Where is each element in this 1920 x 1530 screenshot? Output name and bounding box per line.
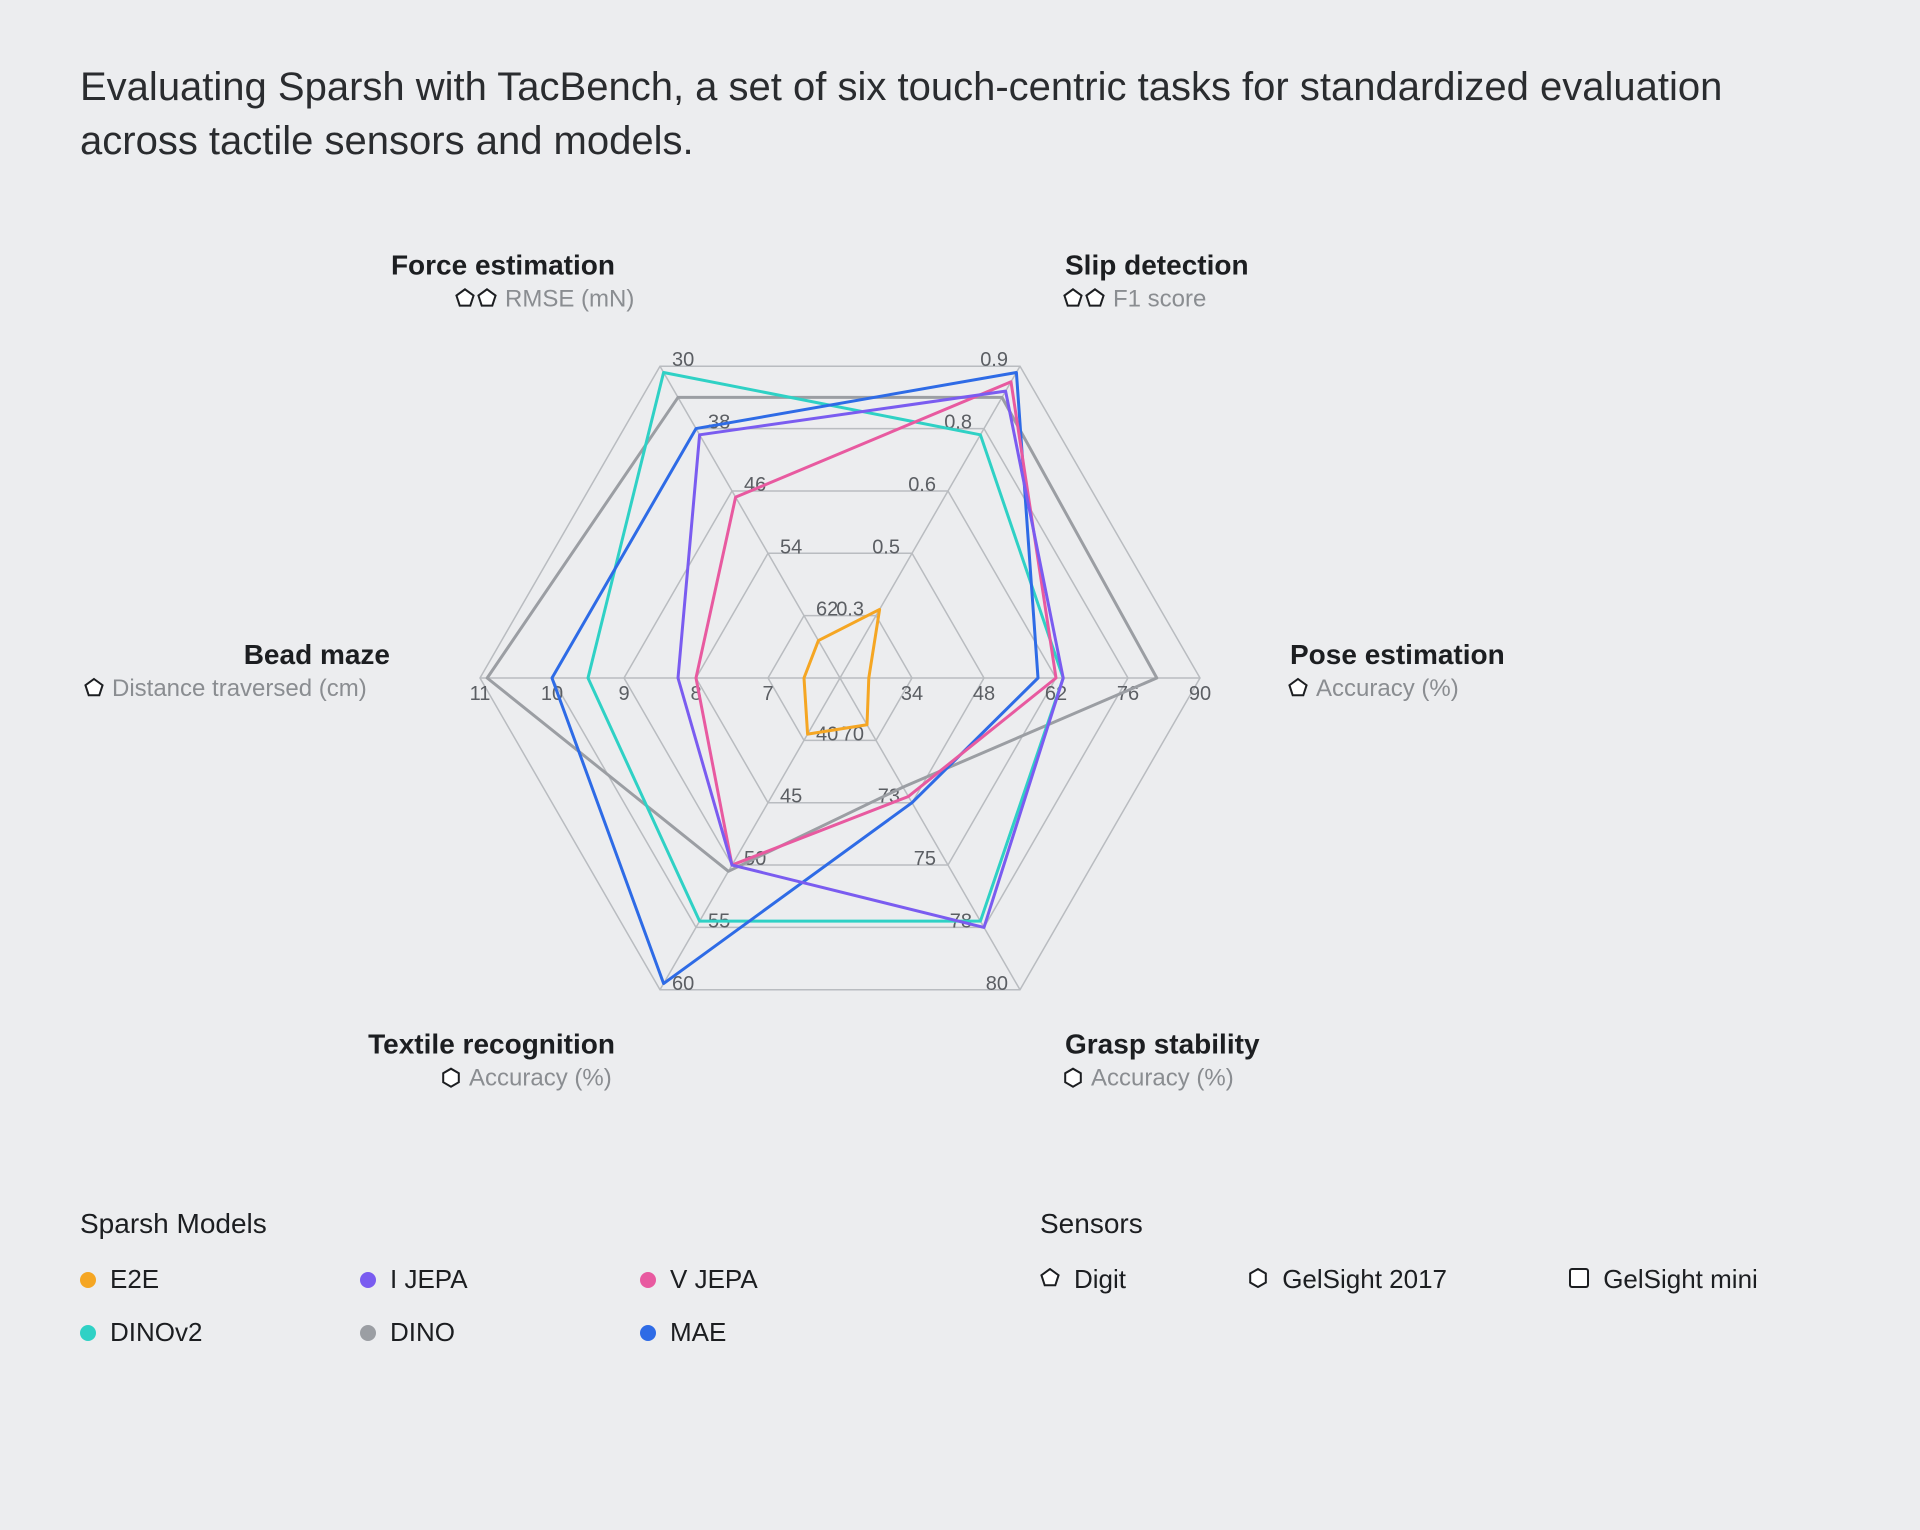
sensor-pent-icon xyxy=(1041,1269,1058,1285)
legend-sensors: Sensors Digit GelSight 2017 GelSight mini xyxy=(1040,1208,1840,1348)
legend-dot-icon xyxy=(640,1272,656,1288)
axis-title: Slip detection xyxy=(1065,249,1249,280)
tick-label: 9 xyxy=(618,683,629,705)
tick-label: 62 xyxy=(816,599,838,621)
axis-sensor-icons xyxy=(443,1069,459,1087)
tick-label: 40 xyxy=(816,723,838,745)
series-dinov2 xyxy=(588,372,1063,921)
axis-metric: RMSE (mN) xyxy=(505,285,634,312)
tick-label: 90 xyxy=(1189,683,1211,705)
axis-metric: Accuracy (%) xyxy=(469,1065,612,1092)
tick-label: 0.5 xyxy=(872,536,900,558)
legend-item-dinov2: DINOv2 xyxy=(80,1317,320,1348)
sensor-hex-icon xyxy=(1065,1069,1081,1087)
tick-label: 48 xyxy=(973,683,995,705)
axis-title: Textile recognition xyxy=(368,1029,615,1060)
sensor-sq-icon xyxy=(1569,1264,1589,1295)
axis-title: Grasp stability xyxy=(1065,1029,1260,1060)
sensor-hex-icon xyxy=(1250,1269,1266,1287)
legend-item-dino: DINO xyxy=(360,1317,600,1348)
axis-metric: Distance traversed (cm) xyxy=(112,675,367,702)
legend-item-e2e: E2E xyxy=(80,1264,320,1295)
legend-dot-icon xyxy=(80,1272,96,1288)
tick-label: 0.9 xyxy=(980,349,1008,371)
tick-label: 30 xyxy=(672,349,694,371)
legend-item-i-jepa: I JEPA xyxy=(360,1264,600,1295)
tick-label: 45 xyxy=(780,786,802,808)
sensor-pent-icon xyxy=(1289,679,1306,695)
sensor-hex-icon xyxy=(443,1069,459,1087)
tick-label: 75 xyxy=(914,848,936,870)
axis-spoke xyxy=(660,366,840,678)
axis-title: Force estimation xyxy=(391,249,615,280)
axis-sensor-icons xyxy=(85,679,102,695)
axis-title: Pose estimation xyxy=(1290,639,1505,670)
sensor-hex-icon xyxy=(1248,1264,1268,1295)
axis-sensor-icons xyxy=(1064,289,1103,305)
radar-chart: 6254463830Force estimationRMSE (mN)0.30.… xyxy=(80,208,1840,1148)
axis-metric: Accuracy (%) xyxy=(1091,1065,1234,1092)
legend-label: I JEPA xyxy=(390,1264,468,1295)
sensor-pent-icon xyxy=(1040,1264,1060,1295)
sensor-pent-icon xyxy=(478,289,495,305)
tick-label: 0.3 xyxy=(836,599,864,621)
legend-dot-icon xyxy=(360,1325,376,1341)
legend-item-v-jepa: V JEPA xyxy=(640,1264,880,1295)
sensor-square-icon xyxy=(1064,289,1081,305)
axis-metric: F1 score xyxy=(1113,285,1206,312)
axis-title: Bead maze xyxy=(244,639,390,670)
axis-sensor-icons xyxy=(456,289,495,305)
legend-dot-icon xyxy=(80,1325,96,1341)
tick-label: 34 xyxy=(901,683,923,705)
tick-label: 11 xyxy=(470,683,491,705)
axis-sensor-icons xyxy=(1289,679,1306,695)
page-title: Evaluating Sparsh with TacBench, a set o… xyxy=(80,60,1730,168)
legend-label: MAE xyxy=(670,1317,726,1348)
legend-label: DINO xyxy=(390,1317,455,1348)
tick-label: 80 xyxy=(986,973,1008,995)
legends: Sparsh Models E2E I JEPA V JEPA DINOv2 DINO M… xyxy=(80,1208,1840,1348)
legend-label: V JEPA xyxy=(670,1264,758,1295)
legend-sensor-gelsight-mini: GelSight mini xyxy=(1569,1264,1840,1295)
legend-models-title: Sparsh Models xyxy=(80,1208,880,1240)
legend-sensors-title: Sensors xyxy=(1040,1208,1840,1240)
sensor-pent-icon xyxy=(1086,289,1103,305)
tick-label: 7 xyxy=(762,683,773,705)
legend-dot-icon xyxy=(640,1325,656,1341)
sensor-square-icon xyxy=(456,289,473,305)
legend-label: GelSight 2017 xyxy=(1282,1264,1447,1295)
legend-models: Sparsh Models E2E I JEPA V JEPA DINOv2 DINO M… xyxy=(80,1208,880,1348)
legend-label: GelSight mini xyxy=(1603,1264,1758,1295)
sensor-pent-icon xyxy=(85,679,102,695)
sensor-sq-icon xyxy=(1570,1269,1588,1287)
tick-label: 54 xyxy=(780,536,802,558)
legend-label: Digit xyxy=(1074,1264,1126,1295)
series-dino xyxy=(487,397,1157,871)
radar-chart-container: 6254463830Force estimationRMSE (mN)0.30.… xyxy=(80,208,1840,1148)
legend-dot-icon xyxy=(360,1272,376,1288)
axis-metric: Accuracy (%) xyxy=(1316,675,1459,702)
legend-label: DINOv2 xyxy=(110,1317,202,1348)
legend-sensor-digit: Digit xyxy=(1040,1264,1208,1295)
legend-item-mae: MAE xyxy=(640,1317,880,1348)
axis-sensor-icons xyxy=(1065,1069,1081,1087)
tick-label: 0.6 xyxy=(908,474,936,496)
legend-label: E2E xyxy=(110,1264,159,1295)
legend-sensor-gelsight-2017: GelSight 2017 xyxy=(1248,1264,1529,1295)
